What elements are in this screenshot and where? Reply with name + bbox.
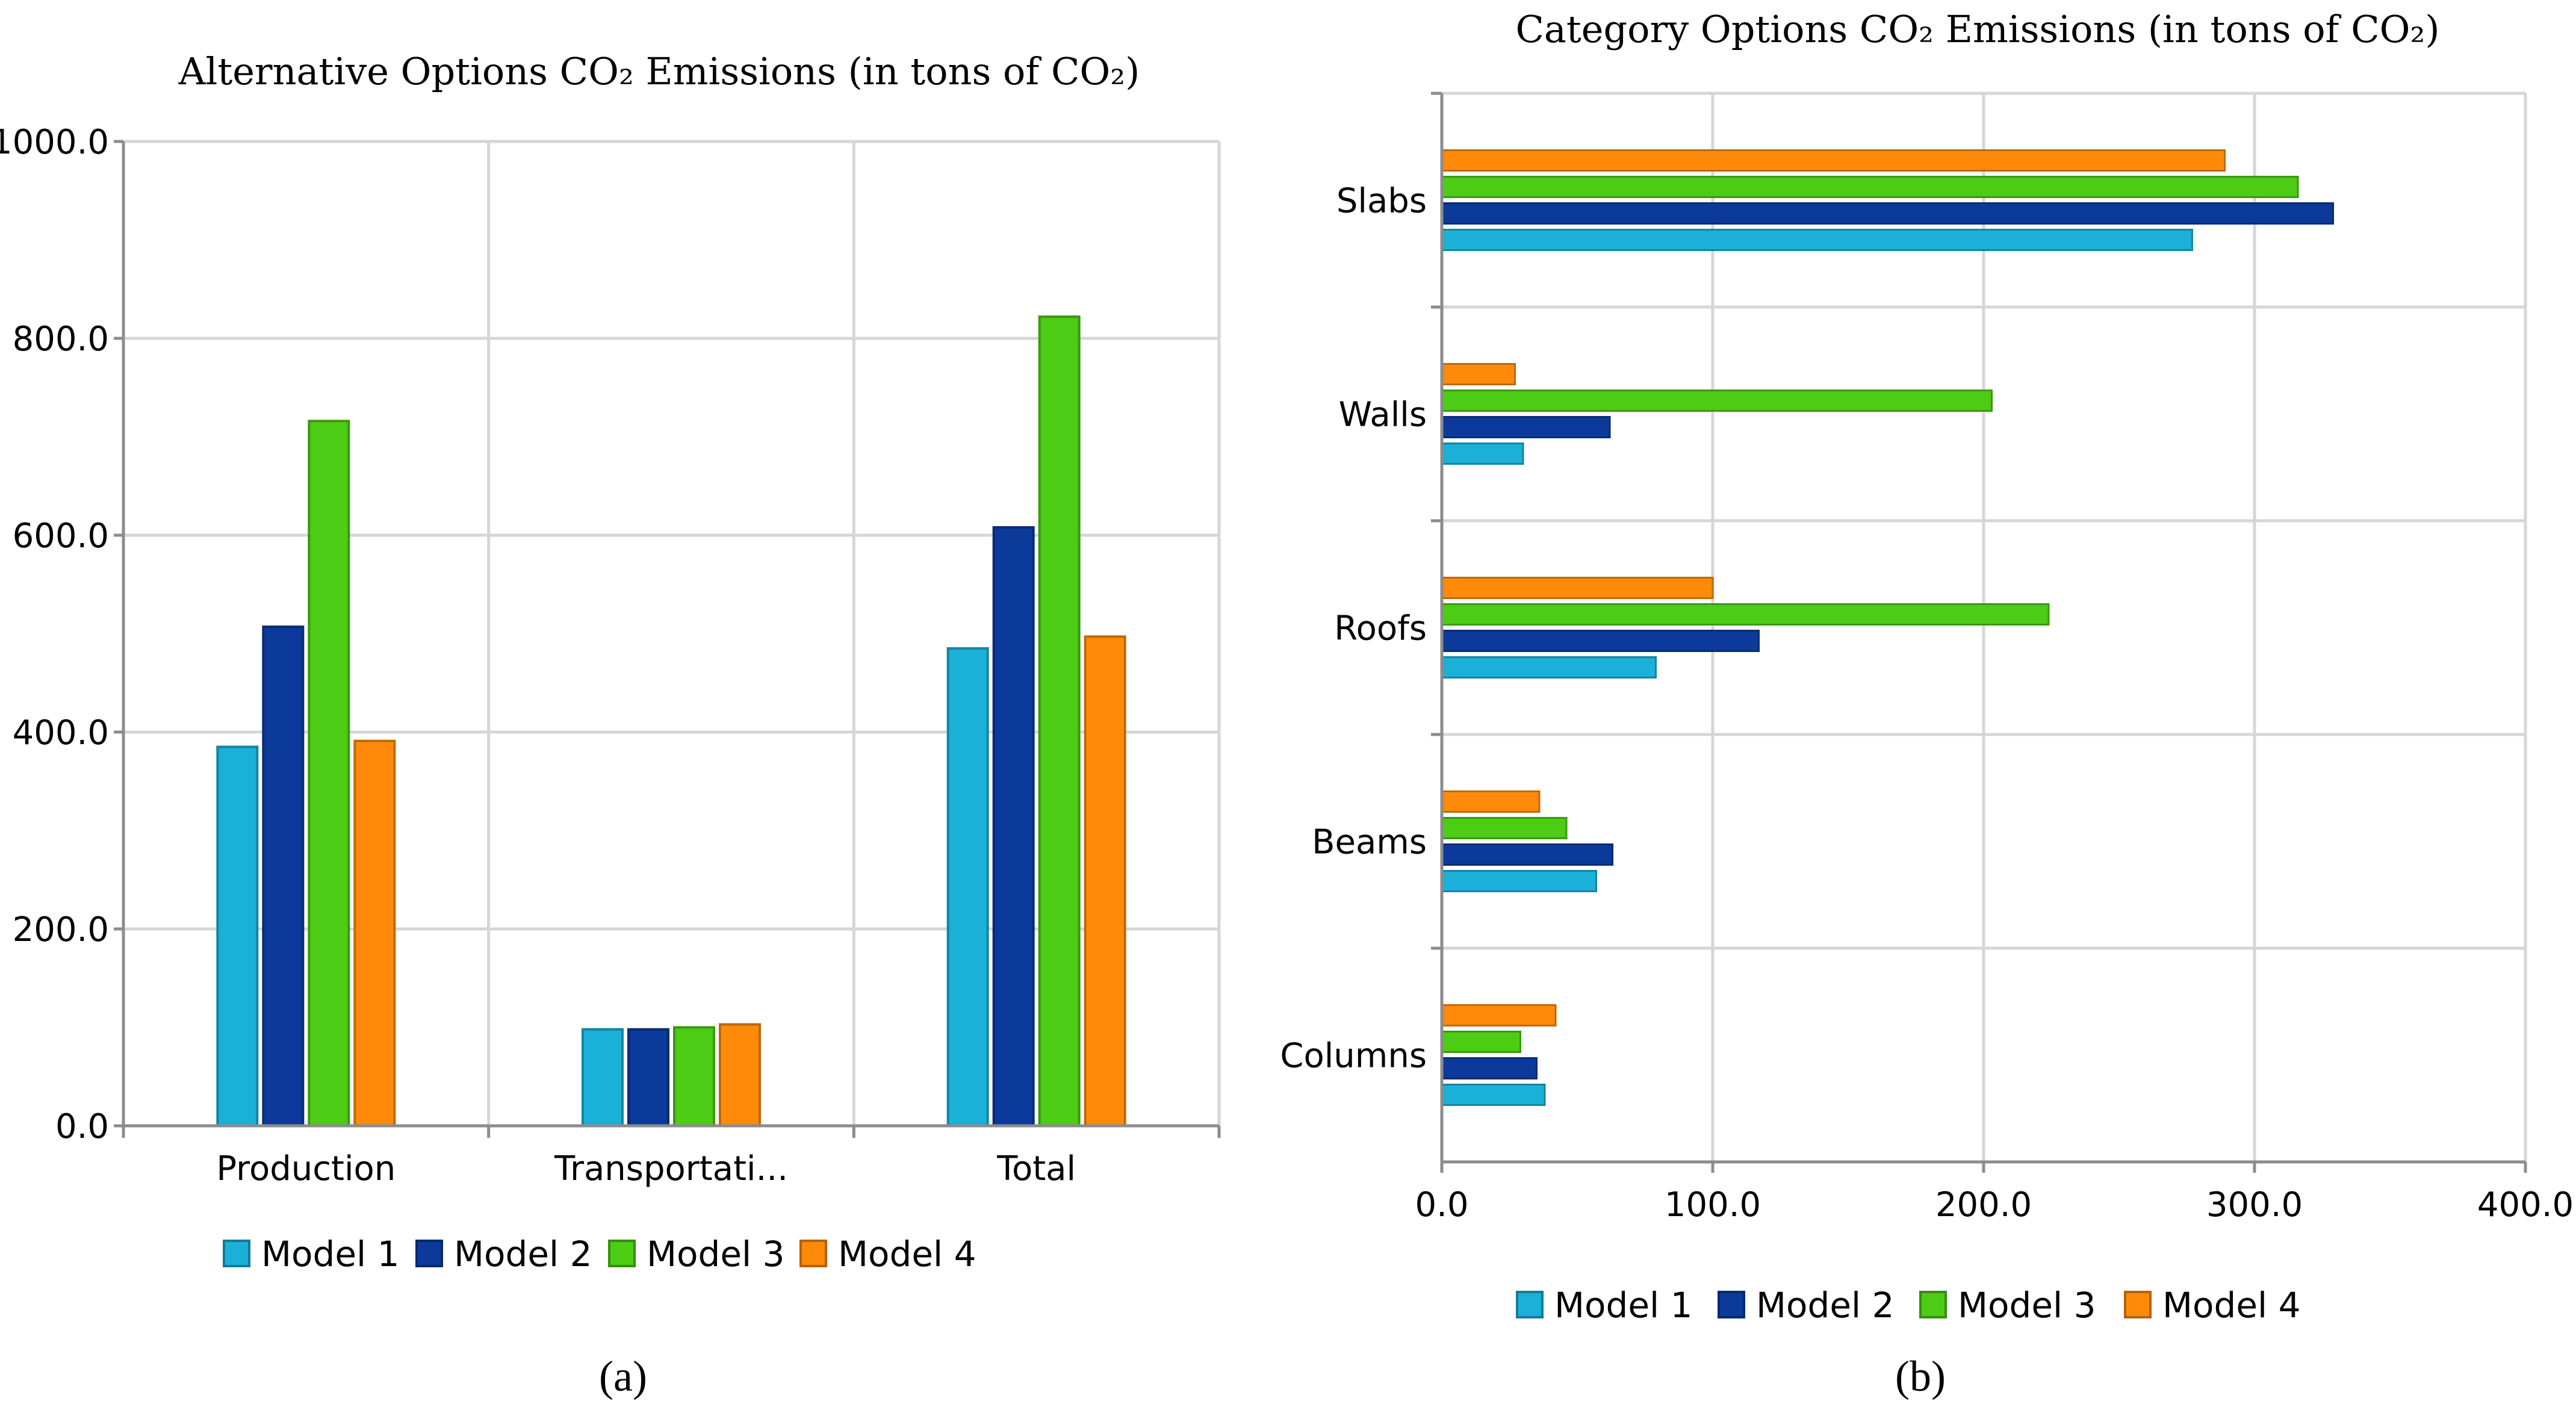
chart-b-legend-label-model3: Model 3 xyxy=(1958,1285,2096,1326)
chart-b-category-label: Beams xyxy=(1312,823,1427,862)
chart-b-legend-label-model4: Model 4 xyxy=(2162,1285,2300,1326)
chart-a-gridlines xyxy=(123,140,1221,1126)
chart-b-gridlines xyxy=(1442,92,2527,1162)
chart-b-bar-walls-model3 xyxy=(1441,390,1993,412)
chart-a-category-label: Transportati... xyxy=(554,1149,788,1188)
chart-a-axes xyxy=(114,140,1221,1138)
chart-a-bar-transportati-model2 xyxy=(627,1028,669,1128)
chart-a-y-tick-label: 1000.0 xyxy=(0,123,109,162)
caption-b: (b) xyxy=(1895,1352,1946,1400)
chart-b-category-label: Columns xyxy=(1280,1037,1427,1076)
chart-b-bar-roofs-model3 xyxy=(1441,603,2050,626)
chart-b-category-label: Slabs xyxy=(1336,182,1427,221)
chart-b-bar-columns-model2 xyxy=(1441,1057,1538,1079)
chart-b-bar-slabs-model3 xyxy=(1441,176,2299,198)
chart-a-legend-label-model2: Model 2 xyxy=(454,1234,592,1275)
chart-a-legend-swatch-model3 xyxy=(608,1240,636,1267)
chart-b-x-tick-labels: 0.0 100.0 200.0 300.0 400.0 xyxy=(1415,1185,2574,1225)
chart-b-legend-swatch-model3 xyxy=(1919,1291,1947,1318)
chart-a-category-label: Production xyxy=(216,1149,396,1188)
chart-b-category-options: Category Options CO₂ Emissions (in tons … xyxy=(1280,7,2574,1400)
chart-a-legend-swatch-model2 xyxy=(415,1240,443,1267)
chart-b-title: Category Options CO₂ Emissions (in tons … xyxy=(1515,7,2439,51)
chart-b-category-labels: Slabs Walls Roofs Beams Columns xyxy=(1280,182,1427,1076)
chart-a-bar-total-model4 xyxy=(1084,635,1126,1127)
chart-a-bar-total-model2 xyxy=(992,526,1035,1127)
chart-a-y-tick-labels: 0.0 200.0 400.0 600.0 800.0 1000.0 xyxy=(0,123,109,1146)
chart-a-title: Alternative Options CO₂ Emissions (in to… xyxy=(178,49,1140,93)
chart-b-x-tick-label: 100.0 xyxy=(1665,1185,1761,1225)
chart-b-bar-beams-model4 xyxy=(1441,790,1541,813)
chart-b-legend-label-model2: Model 2 xyxy=(1756,1285,1894,1326)
chart-a-legend-label-model4: Model 4 xyxy=(838,1234,976,1275)
chart-b-bar-roofs-model1 xyxy=(1441,656,1657,678)
chart-b-bar-roofs-model4 xyxy=(1441,577,1714,599)
chart-b-x-tick-label: 300.0 xyxy=(2206,1185,2303,1225)
chart-a-legend-swatch-model4 xyxy=(799,1240,827,1267)
chart-a-bar-total-model1 xyxy=(946,647,989,1127)
chart-b-category-label: Walls xyxy=(1339,396,1427,435)
chart-b-legend-swatch-model1 xyxy=(1516,1291,1544,1318)
chart-a-category-label: Total xyxy=(996,1149,1076,1188)
chart-b-legend-swatch-model2 xyxy=(1718,1291,1745,1318)
chart-b-legend-label-model1: Model 1 xyxy=(1554,1285,1692,1326)
chart-a-y-tick-label: 400.0 xyxy=(13,713,109,753)
chart-b-bar-walls-model1 xyxy=(1441,442,1524,465)
chart-a-bars xyxy=(216,315,1126,1128)
chart-b-legend: Model 1 Model 2 Model 3 Model 4 xyxy=(1516,1285,2300,1326)
chart-a-legend-swatch-model1 xyxy=(223,1240,250,1267)
chart-b-bar-columns-model1 xyxy=(1441,1084,1546,1106)
chart-b-axes xyxy=(1431,92,2527,1173)
chart-a-bar-production-model1 xyxy=(216,745,259,1127)
chart-b-bars xyxy=(1441,149,2334,1106)
chart-a-legend-label-model3: Model 3 xyxy=(647,1234,784,1275)
chart-a-y-tick-label: 600.0 xyxy=(13,517,109,556)
chart-b-legend-swatch-model4 xyxy=(2124,1291,2152,1318)
chart-b-bar-beams-model1 xyxy=(1441,870,1597,892)
chart-a-y-tick-label: 200.0 xyxy=(13,910,109,949)
chart-a-bar-transportati-model3 xyxy=(673,1026,715,1127)
chart-a-bar-transportati-model4 xyxy=(719,1023,761,1127)
chart-b-bar-slabs-model4 xyxy=(1441,149,2226,172)
chart-a-bar-production-model2 xyxy=(262,626,305,1128)
chart-b-bar-slabs-model1 xyxy=(1441,229,2193,251)
chart-a-bar-transportati-model1 xyxy=(582,1028,624,1128)
chart-a-legend: Model 1 Model 2 Model 3 Model 4 xyxy=(223,1234,976,1275)
chart-b-bar-beams-model3 xyxy=(1441,817,1568,839)
chart-a-bar-total-model3 xyxy=(1038,315,1081,1127)
chart-a-bar-production-model4 xyxy=(353,739,396,1127)
chart-a-bar-production-model3 xyxy=(308,420,350,1128)
chart-b-x-tick-label: 400.0 xyxy=(2477,1185,2574,1225)
chart-b-bar-walls-model2 xyxy=(1441,416,1611,438)
chart-a-legend-label-model1: Model 1 xyxy=(261,1234,399,1275)
chart-a-y-tick-label: 800.0 xyxy=(13,320,109,359)
chart-b-bar-beams-model2 xyxy=(1441,843,1613,866)
chart-b-x-tick-label: 200.0 xyxy=(1935,1185,2032,1225)
chart-b-bar-roofs-model2 xyxy=(1441,630,1760,652)
chart-a-y-tick-label: 0.0 xyxy=(55,1107,109,1146)
chart-b-bar-columns-model3 xyxy=(1441,1031,1521,1053)
caption-a: (a) xyxy=(599,1352,647,1400)
chart-a-category-labels: Production Transportati... Total xyxy=(216,1149,1076,1188)
chart-b-category-label: Roofs xyxy=(1334,609,1427,648)
chart-b-bar-columns-model4 xyxy=(1441,1004,1557,1026)
chart-b-bar-slabs-model2 xyxy=(1441,202,2334,225)
chart-b-bar-walls-model4 xyxy=(1441,363,1516,385)
chart-b-x-tick-label: 0.0 xyxy=(1415,1185,1468,1225)
chart-a-alternative-options: Alternative Options CO₂ Emissions (in to… xyxy=(0,49,1221,1400)
